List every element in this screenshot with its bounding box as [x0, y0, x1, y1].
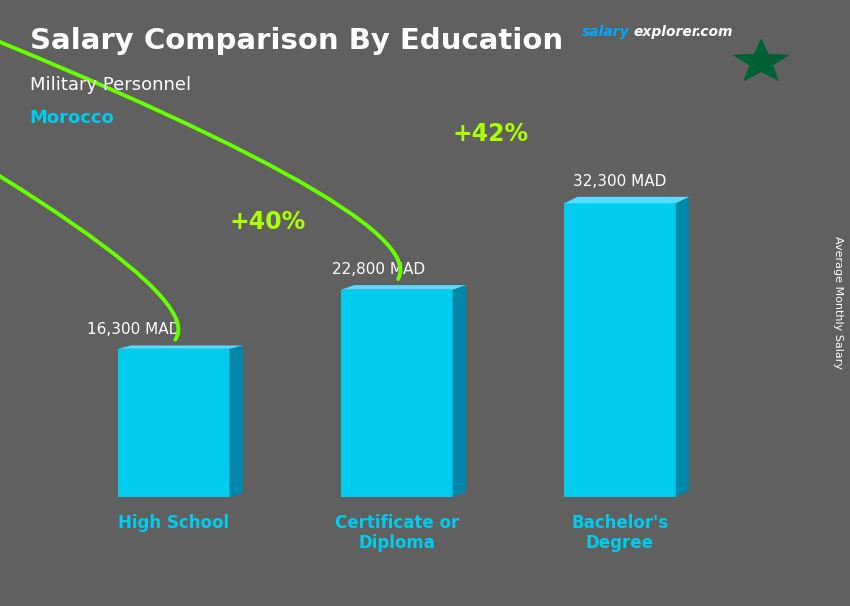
Polygon shape	[341, 285, 466, 290]
Polygon shape	[230, 345, 243, 497]
Polygon shape	[452, 285, 466, 497]
Text: 32,300 MAD: 32,300 MAD	[573, 174, 666, 189]
Text: Average Monthly Salary: Average Monthly Salary	[833, 236, 843, 370]
Polygon shape	[676, 197, 689, 497]
Polygon shape	[341, 290, 452, 497]
Text: 22,800 MAD: 22,800 MAD	[332, 262, 426, 277]
Polygon shape	[734, 39, 789, 81]
Text: +42%: +42%	[452, 122, 529, 146]
Polygon shape	[564, 204, 676, 497]
Polygon shape	[118, 345, 243, 348]
Polygon shape	[564, 197, 689, 204]
Text: explorer: explorer	[633, 25, 699, 39]
Text: 16,300 MAD: 16,300 MAD	[87, 322, 180, 338]
Polygon shape	[118, 348, 230, 497]
Text: Military Personnel: Military Personnel	[30, 76, 191, 94]
Text: .com: .com	[695, 25, 733, 39]
Text: +40%: +40%	[230, 210, 305, 234]
Text: salary: salary	[582, 25, 630, 39]
Text: Morocco: Morocco	[30, 109, 115, 127]
Text: Salary Comparison By Education: Salary Comparison By Education	[30, 27, 563, 55]
